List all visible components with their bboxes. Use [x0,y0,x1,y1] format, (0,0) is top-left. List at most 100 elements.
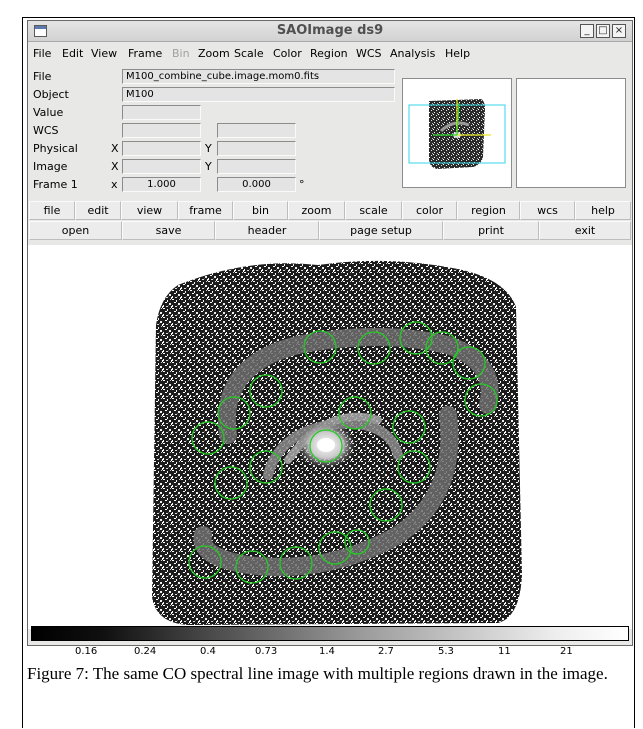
colorbar[interactable] [31,626,629,641]
region-circle[interactable] [214,466,248,500]
menu-bin[interactable]: Bin [172,47,190,60]
region-circle[interactable] [369,488,403,522]
file-label: File [33,70,52,83]
menu-wcs[interactable]: WCS [356,47,382,60]
colorbar-ticks: 0.16 0.24 0.4 0.73 1.4 2.7 5.3 11 21 [27,646,633,662]
btn-frame[interactable]: frame [178,201,233,220]
region-circle[interactable] [191,421,225,455]
region-circle[interactable] [318,531,352,565]
btn-print[interactable]: print [443,221,539,240]
tick-label: 0.16 [75,646,98,657]
btn-zoom[interactable]: zoom [288,201,345,220]
wcs-y-field [217,123,296,138]
region-circle[interactable] [425,331,459,365]
menu-file[interactable]: File [33,47,52,60]
window-menu-icon[interactable] [34,25,47,37]
menu-analysis[interactable]: Analysis [390,47,436,60]
tick-label: 5.3 [438,646,454,657]
region-circle[interactable] [397,450,431,484]
tick-label: 1.4 [319,646,335,657]
minimize-button[interactable]: _ [580,24,594,38]
physical-y-field [217,141,296,156]
region-circle[interactable] [249,374,283,408]
menu-scale[interactable]: Scale [234,47,264,60]
region-circle[interactable] [309,429,343,463]
close-button[interactable]: × [612,24,626,38]
zoom-x-label: x [111,178,118,191]
figure-caption: Figure 7: The same CO spectral line imag… [27,664,608,683]
btn-header[interactable]: header [215,221,319,240]
button-bar-top: file edit view frame bin zoom scale colo… [29,201,631,220]
btn-help[interactable]: help [575,201,631,220]
zoom-field: 1.000 [122,177,201,192]
file-field: M100_combine_cube.image.mom0.fits [122,69,395,84]
ds9-window: SAOImage ds9 _ □ × File Edit View Frame … [27,20,633,646]
btn-open[interactable]: open [29,221,122,240]
panner-view[interactable] [402,78,512,188]
btn-edit[interactable]: edit [75,201,121,220]
btn-view[interactable]: view [121,201,178,220]
btn-page-setup[interactable]: page setup [319,221,443,240]
btn-wcs[interactable]: wcs [520,201,575,220]
menu-view[interactable]: View [91,47,118,60]
region-circle[interactable] [392,410,426,444]
frame-label: Frame 1 [33,178,78,191]
image-y-label: Y [205,160,212,173]
maximize-button[interactable]: □ [596,24,610,38]
galaxy-image [152,260,522,625]
btn-file[interactable]: file [29,201,75,220]
image-canvas[interactable] [28,245,632,629]
physical-x-field [122,141,201,156]
button-bar-bottom: open save header page setup print exit [29,221,631,240]
tick-label: 11 [498,646,511,657]
region-circle[interactable] [464,383,498,417]
btn-color[interactable]: color [402,201,457,220]
menu-region[interactable]: Region [310,47,348,60]
region-circles [188,321,498,584]
magnifier-view [516,78,626,188]
region-circle[interactable] [399,321,433,355]
info-panel: File M100_combine_cube.image.mom0.fits O… [28,68,632,198]
value-label: Value [33,106,64,119]
region-circle[interactable] [217,396,251,430]
menu-bar: File Edit View Frame Bin Zoom Scale Colo… [28,43,632,65]
btn-region[interactable]: region [457,201,520,220]
object-field: M100 [122,87,395,102]
image-x-label: X [111,160,119,173]
image-x-field [122,159,201,174]
menu-edit[interactable]: Edit [62,47,84,60]
region-circle[interactable] [235,550,269,584]
physical-x-label: X [111,142,119,155]
menu-zoom[interactable]: Zoom [198,47,230,60]
region-circle[interactable] [188,545,222,579]
figure-frame [22,17,635,728]
tick-label: 2.7 [378,646,394,657]
region-circle[interactable] [249,450,283,484]
region-circle[interactable] [338,396,372,430]
title-bar[interactable]: SAOImage ds9 _ □ × [28,21,632,42]
tick-label: 0.4 [200,646,216,657]
degree-label: ° [299,178,305,191]
region-circle[interactable] [279,546,313,580]
btn-scale[interactable]: scale [345,201,402,220]
physical-label: Physical [33,142,78,155]
region-circle[interactable] [357,331,391,365]
tick-label: 0.24 [134,646,157,657]
region-circle[interactable] [452,346,486,380]
object-label: Object [33,88,69,101]
btn-exit[interactable]: exit [539,221,631,240]
menu-help[interactable]: Help [445,47,471,60]
btn-bin[interactable]: bin [233,201,288,220]
window-title: SAOImage ds9 [276,23,384,38]
value-field [122,105,201,120]
menu-color[interactable]: Color [273,47,302,60]
wcs-label: WCS [33,124,59,137]
menu-frame[interactable]: Frame [128,47,163,60]
btn-save[interactable]: save [122,221,215,240]
region-circle[interactable] [303,330,337,364]
region-circle[interactable] [344,529,370,555]
physical-y-label: Y [205,142,212,155]
image-y-field [217,159,296,174]
image-label: Image [33,160,68,173]
tick-label: 21 [560,646,573,657]
